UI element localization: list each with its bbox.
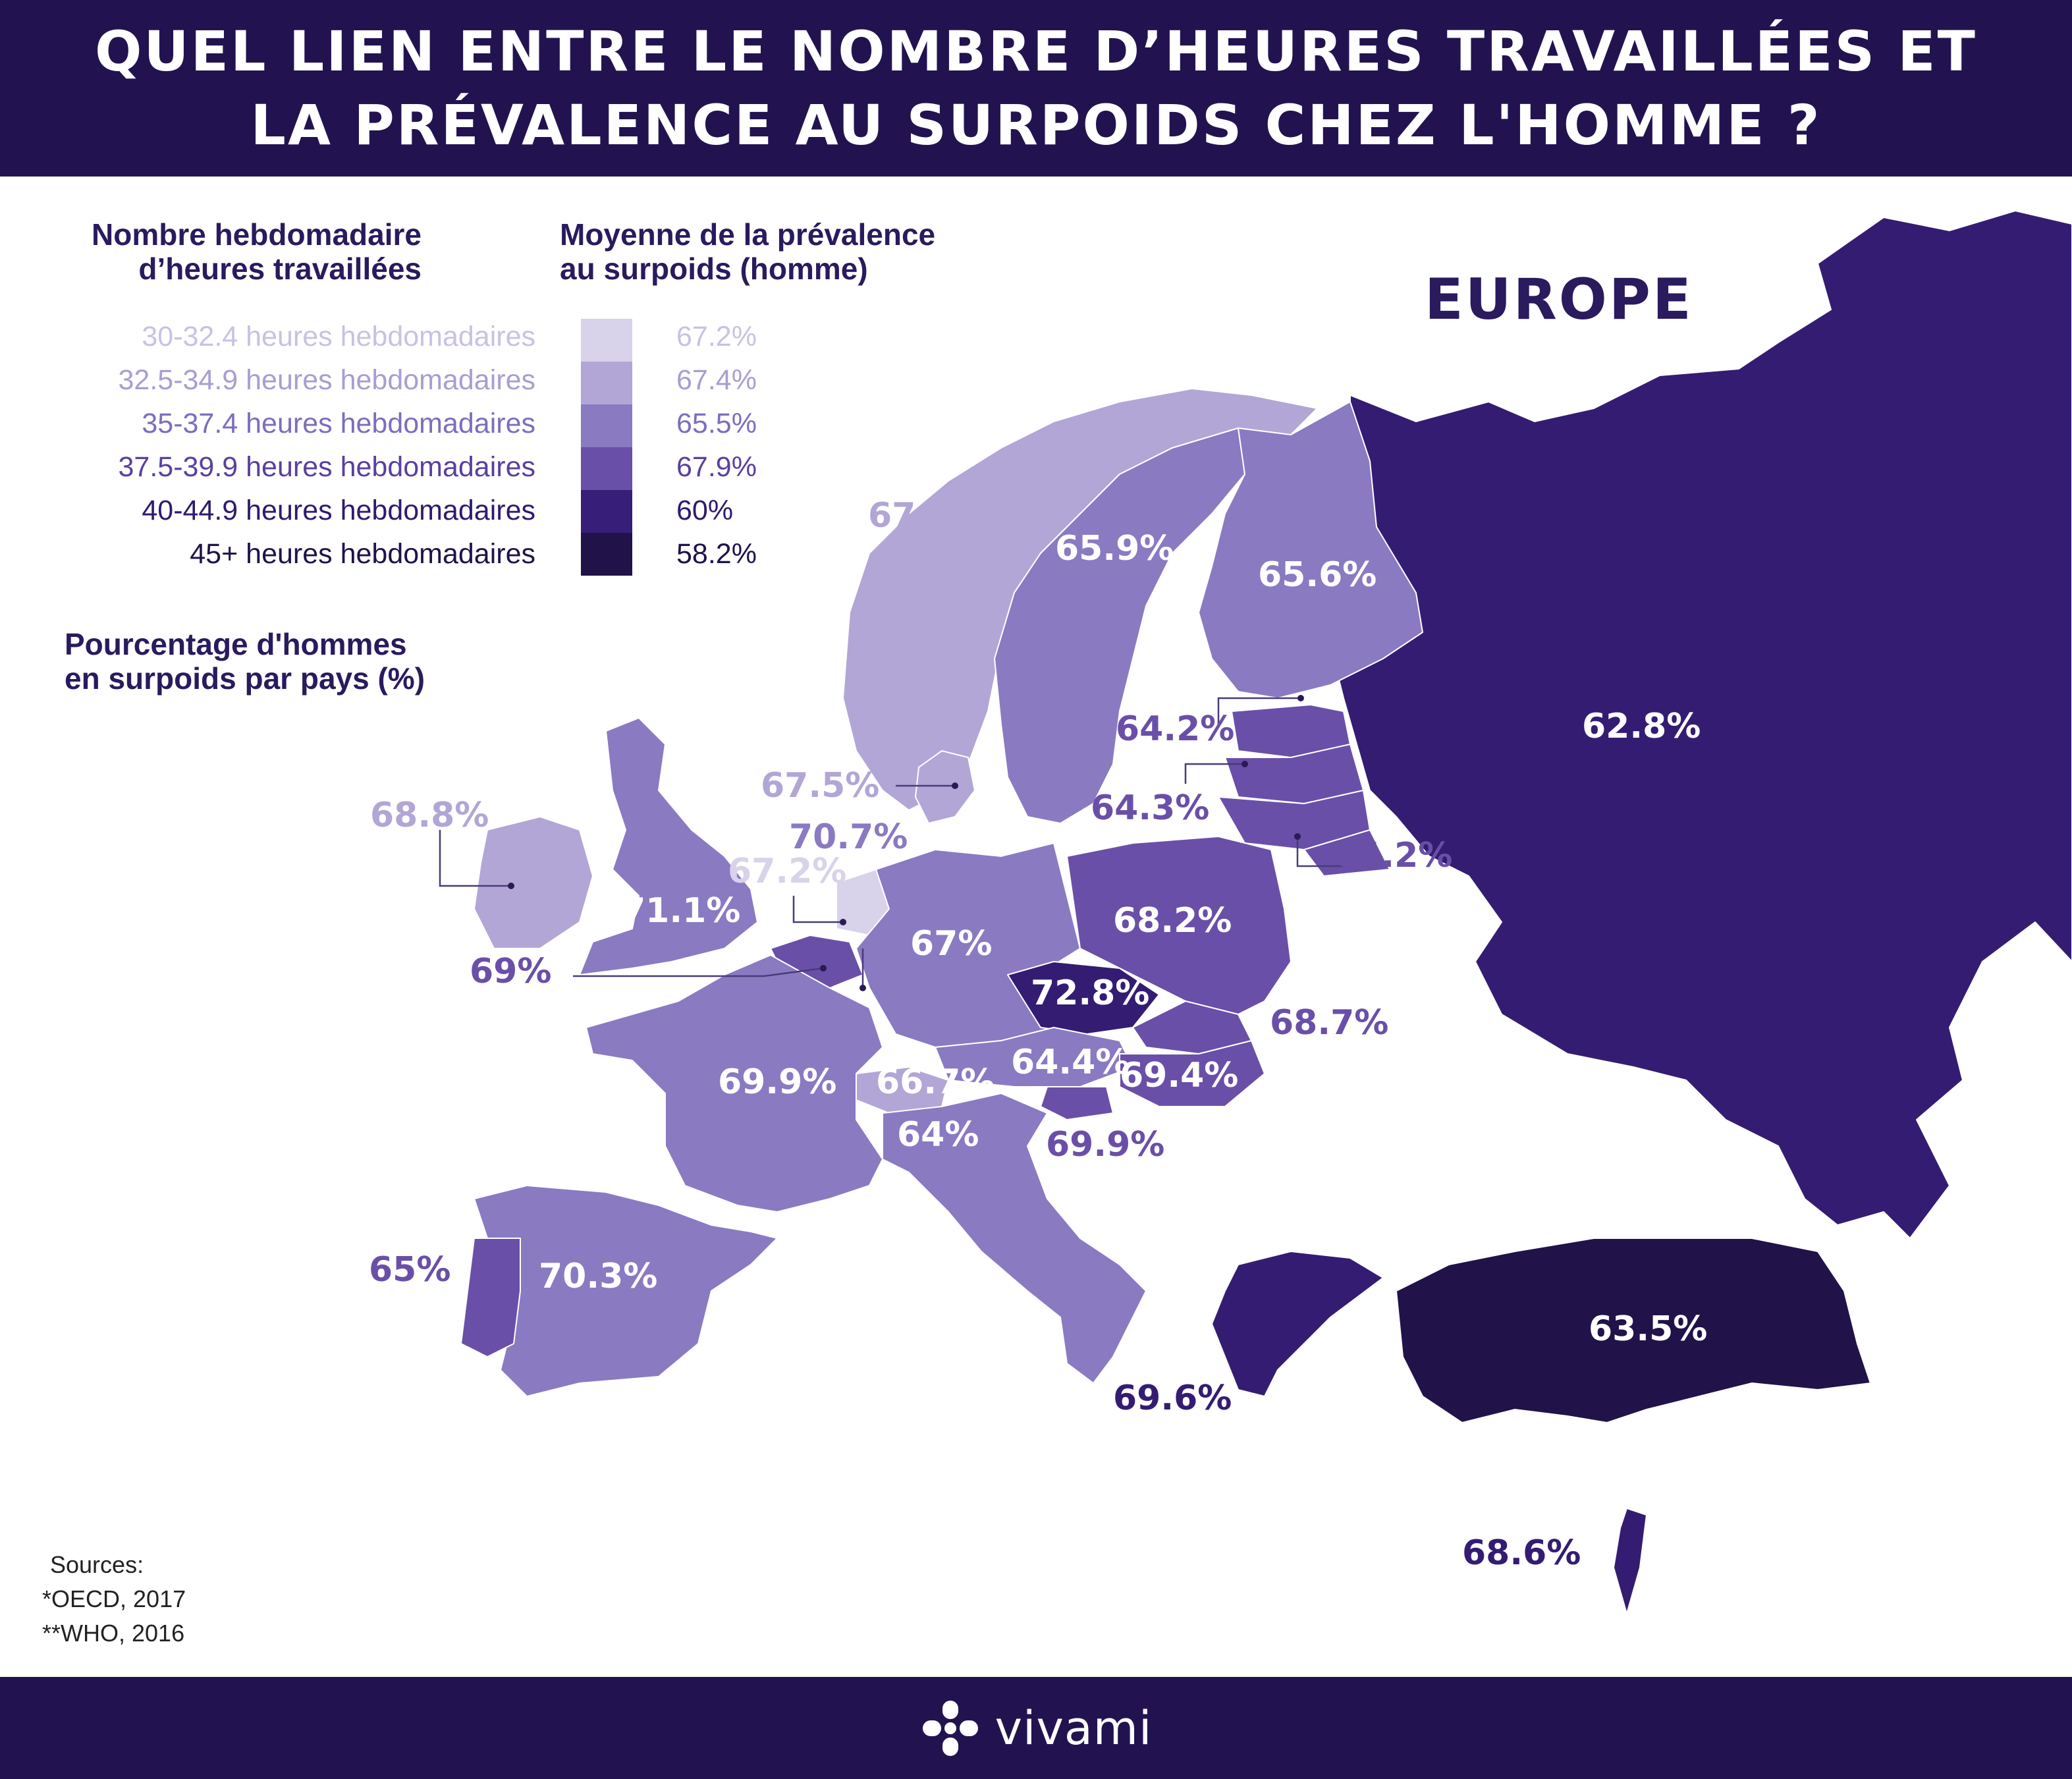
- legend-prevalence-5: 58.2%: [676, 538, 757, 570]
- source-who: **WHO, 2016: [42, 1620, 185, 1647]
- finland-region: [1198, 401, 1423, 699]
- legend-hours-0: 30-32.4 heures hebdomadaires: [142, 321, 535, 352]
- sources-heading: Sources:: [50, 1551, 144, 1578]
- label-denmark: 67.5%: [761, 766, 879, 806]
- label-ireland: 68.8%: [370, 796, 489, 835]
- ireland-region: [474, 816, 593, 949]
- legend-hours-2: 35-37.4 heures hebdomadaires: [142, 408, 535, 439]
- label-italy: 64%: [897, 1115, 979, 1155]
- brand-name: vivami: [995, 1701, 1153, 1755]
- label-portugal: 65%: [369, 1250, 450, 1290]
- label-estonia: 64.2%: [1116, 709, 1234, 749]
- footer-banner: vivami: [0, 1677, 2072, 1779]
- legend-hours-5: 45+ heures hebdomadaires: [190, 538, 535, 570]
- label-czechia: 72.8%: [1031, 973, 1149, 1013]
- label-netherlands: 70.7%: [789, 817, 908, 857]
- label-spain: 70.3%: [539, 1257, 657, 1296]
- label-poland: 68.2%: [1113, 901, 1232, 941]
- legend-prevalence-1: 67.4%: [676, 364, 757, 396]
- legend-hours-1: 32.5-34.9 heures hebdomadaires: [118, 364, 536, 396]
- label-norway: 67.9%: [868, 496, 987, 535]
- label-germany: 67%: [910, 924, 992, 964]
- legend-prevalence-0: 67.2%: [676, 321, 757, 352]
- uk-region: [579, 717, 758, 975]
- vivami-logo-icon: [922, 1700, 978, 1756]
- label-austria: 64.4%: [1011, 1043, 1130, 1082]
- belarus-region: [1303, 829, 1390, 877]
- country-labels: 67.9% 65.9% 65.6% 62.8% 64.2% 64.3% 64.2…: [369, 496, 1707, 1573]
- label-belgium: 69%: [470, 952, 551, 991]
- page-title-line2: LA PRÉVALENCE AU SURPOIDS CHEZ L'HOMME ?: [250, 93, 1822, 157]
- greece-region: [1211, 1251, 1384, 1397]
- label-israel: 68.6%: [1462, 1533, 1581, 1573]
- leader-lines: [439, 695, 1350, 991]
- label-hungary: 69.4%: [1120, 1056, 1238, 1095]
- label-turkey: 63.5%: [1589, 1309, 1707, 1349]
- russia-region: [1330, 210, 2072, 1239]
- label-switzerland: 66.7%: [876, 1062, 995, 1102]
- label-slovakia: 68.7%: [1270, 1003, 1388, 1043]
- label-lithuania: 64.2%: [1334, 836, 1452, 875]
- page-title-line1: QUEL LIEN ENTRE LE NOMBRE D’HEURES TRAVA…: [95, 19, 1977, 84]
- label-finland: 65.6%: [1258, 555, 1377, 595]
- label-uk: 71.1%: [622, 891, 740, 931]
- italy-region: [882, 1093, 1147, 1384]
- legend-swatch-3: [581, 447, 632, 490]
- legend-hours-4: 40-44.9 heures hebdomadaires: [142, 495, 535, 526]
- legend-swatch-5: [581, 533, 632, 576]
- legend-prevalence-4: 60%: [676, 495, 734, 526]
- legend-prevalence-3: 67.9%: [676, 451, 757, 483]
- label-germany-small: 67.2%: [728, 852, 846, 891]
- label-greece: 69.6%: [1113, 1379, 1232, 1418]
- brand-logo: vivami: [920, 1698, 1153, 1759]
- map-title: EUROPE: [1425, 267, 1693, 333]
- legend-hours-title: Nombre hebdomadaire d’heures travaillées: [92, 217, 422, 286]
- legend-swatch-0: [581, 319, 632, 362]
- label-russia: 62.8%: [1582, 707, 1701, 746]
- legend-hours-3: 37.5-39.9 heures hebdomadaires: [118, 451, 536, 483]
- title-banner: QUEL LIEN ENTRE LE NOMBRE D’HEURES TRAVA…: [0, 0, 2072, 177]
- slovenia-region: [1040, 1086, 1114, 1120]
- turkey-region: [1396, 1238, 1871, 1423]
- portugal-region: [460, 1238, 521, 1357]
- label-slovenia: 69.9%: [1046, 1125, 1164, 1164]
- legend-swatch-2: [581, 404, 632, 447]
- legend-prevalence-2: 65.5%: [676, 408, 757, 439]
- country-shapes: [460, 210, 2072, 1614]
- label-france: 69.9%: [718, 1062, 836, 1102]
- denmark-region: [915, 750, 975, 824]
- israel-region: [1613, 1508, 1647, 1614]
- sources: Sources: *OECD, 2017 **WHO, 2016: [42, 1548, 186, 1651]
- legend-swatch-4: [581, 490, 632, 533]
- legend-prevalence-title: Moyenne de la prévalence au surpoids (ho…: [560, 217, 936, 286]
- label-latvia: 64.3%: [1091, 788, 1209, 828]
- legend-swatch-1: [581, 362, 632, 404]
- percentage-title: Pourcentage d'hommes en surpoids par pay…: [65, 627, 425, 696]
- sweden-region: [994, 427, 1245, 824]
- label-sweden: 65.9%: [1055, 529, 1174, 568]
- hungary-region: [1119, 1040, 1265, 1107]
- source-oecd: *OECD, 2017: [42, 1585, 186, 1612]
